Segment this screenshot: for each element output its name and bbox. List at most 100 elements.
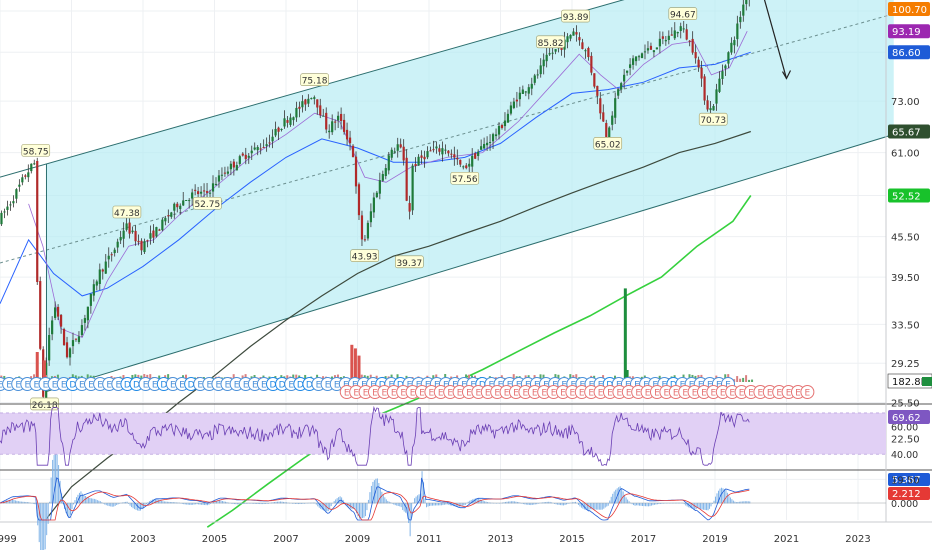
macd-hist-bar [516, 501, 518, 504]
macd-tick-label: 0.000 [891, 499, 918, 510]
candle-body [420, 155, 423, 158]
candle-body [646, 48, 650, 51]
candle-body [128, 222, 131, 234]
event-marker-label: E [489, 381, 495, 391]
event-marker-label: E [485, 389, 491, 399]
candle-body [739, 16, 742, 23]
macd-hist-bar [612, 493, 614, 504]
macd-hist-bar [153, 499, 155, 504]
candle-body [509, 105, 513, 114]
macd-hist-bar [356, 503, 358, 514]
candle-body [256, 147, 259, 151]
macd-hist-bar [461, 503, 463, 506]
macd-hist-bar [460, 503, 462, 507]
candle-body [337, 115, 340, 121]
macd-hist-bar [132, 503, 134, 509]
price-label: 43.93 [352, 253, 378, 263]
candle-body [655, 47, 659, 50]
event-marker-label: D [69, 381, 76, 391]
event-marker-label: E [470, 381, 476, 391]
candle-body [134, 230, 137, 242]
macd-hist-bar [531, 503, 533, 505]
macd-hist-bar [41, 503, 43, 553]
candle-body [441, 148, 444, 155]
macd-hist-bar [198, 503, 200, 505]
macd-hist-bar [738, 501, 740, 504]
event-marker-label: E [720, 389, 726, 399]
candle-body [649, 45, 653, 50]
macd-hist-bar [555, 503, 557, 505]
macd-hist-bar [646, 503, 648, 507]
event-marker-label: E [216, 381, 222, 391]
event-marker-label: E [635, 389, 641, 399]
event-marker-label: E [34, 381, 40, 391]
candle-body [149, 233, 152, 239]
event-marker-label: E [551, 389, 557, 399]
candle-body [682, 28, 685, 30]
candle-body [691, 38, 694, 53]
event-marker-label: E [739, 389, 745, 399]
candle-body [402, 146, 405, 161]
macd-hist-bar [446, 503, 448, 505]
macd-hist-bar [497, 503, 499, 504]
macd-hist-bar [378, 483, 380, 504]
macd-hist-bar [443, 503, 445, 505]
event-marker-label: E [425, 381, 431, 391]
macd-hist-bar [506, 501, 508, 504]
macd-hist-bar [89, 497, 91, 504]
candle-body [351, 145, 355, 158]
candle-body [572, 31, 575, 36]
candle-body [727, 52, 730, 64]
event-marker-label: E [645, 389, 651, 399]
macd-hist-bar [162, 501, 164, 504]
macd-hist-bar [87, 497, 89, 504]
candle-body [158, 229, 161, 231]
macd-hist-bar [22, 501, 24, 504]
price-tick-label: 19.50 [891, 475, 920, 486]
macd-hist-bar [20, 501, 22, 504]
macd-hist-bar [455, 503, 457, 507]
macd-hist-bar [633, 503, 635, 506]
candle-body [608, 127, 611, 139]
event-marker-label: E [711, 389, 717, 399]
macd-hist-bar [740, 501, 742, 504]
macd-hist-bar [291, 503, 293, 504]
candle-body [298, 106, 301, 109]
price-label: 65.02 [595, 140, 621, 150]
event-marker-label: E [288, 381, 294, 391]
event-marker [800, 385, 815, 399]
candle-body [328, 130, 331, 133]
macd-hist-bar [102, 503, 104, 504]
candle-body [48, 335, 51, 361]
candle-body [137, 240, 140, 243]
macd-hist-bar [248, 503, 250, 504]
time-tick-label: 2021 [774, 534, 799, 545]
macd-hist-bar [363, 503, 365, 518]
candle-body [208, 192, 212, 194]
macd-hist-bar [606, 503, 608, 507]
macd-hist-bar [731, 499, 733, 504]
macd-hist-bar [594, 503, 596, 510]
macd-hist-bar [421, 471, 423, 504]
macd-hist-bar [201, 503, 203, 505]
macd-hist-bar [19, 501, 21, 504]
price-label-box [193, 196, 222, 210]
candle-body [462, 166, 465, 168]
candle-body [62, 329, 66, 346]
candle-body [12, 201, 15, 204]
price-label-box [450, 171, 480, 185]
macd-hist-bar [728, 495, 730, 504]
ma-medium-line [0, 51, 751, 304]
event-marker-label: E [701, 389, 707, 399]
macd-hist-bar [402, 503, 404, 511]
macd-hist-bar [510, 501, 512, 504]
event-marker-label: E [252, 381, 258, 391]
candle-body [459, 159, 462, 165]
macd-hist-bar [233, 503, 235, 505]
event-marker-label: E [516, 381, 522, 391]
macd-hist-bar [105, 503, 107, 506]
macd-hist-bar [549, 501, 551, 504]
event-marker-label: E [391, 389, 397, 399]
macd-hist-bar [242, 503, 244, 504]
